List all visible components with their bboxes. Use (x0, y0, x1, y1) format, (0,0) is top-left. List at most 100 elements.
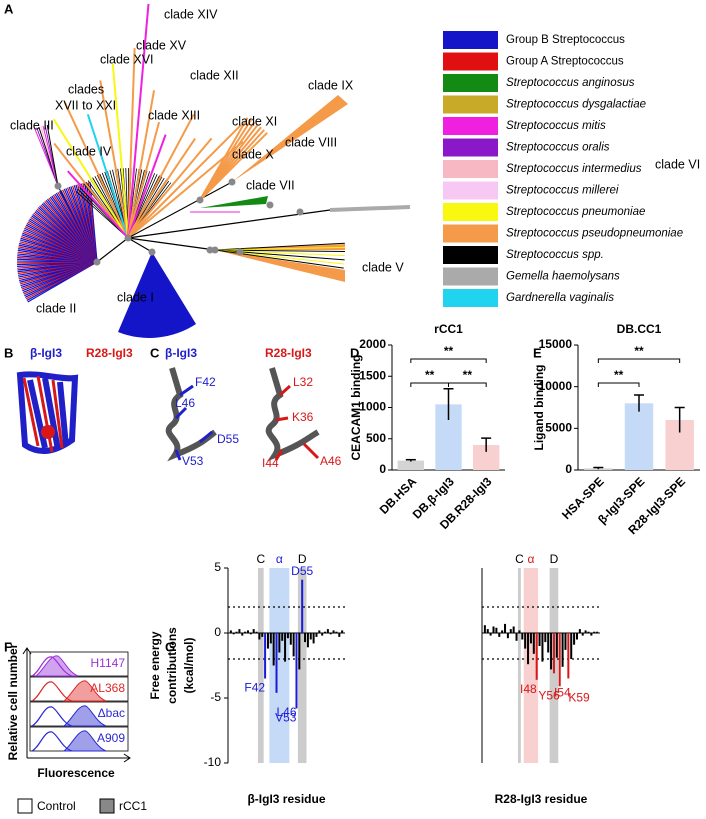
bar (326, 629, 329, 633)
significance-label: ** (463, 368, 473, 382)
clade-label: clade X (232, 147, 274, 161)
histogram-rcc1 (62, 705, 107, 727)
clade-label: clade VII (246, 178, 295, 192)
bar (309, 633, 312, 640)
histogram-control (31, 681, 73, 702)
bar (272, 633, 275, 666)
legend-swatch (443, 117, 498, 135)
node (266, 201, 274, 209)
y-tick-label: 500 (366, 431, 386, 445)
legend-swatch (443, 289, 498, 307)
residue-label: F42 (195, 375, 216, 389)
bar (575, 633, 578, 640)
bar (329, 633, 332, 635)
significance-bracket (597, 358, 681, 363)
bar (596, 631, 599, 633)
y-axis-label: CEACAM1 binding (349, 355, 363, 461)
bar (241, 633, 244, 636)
y-tick-label: 0 (565, 462, 572, 476)
residue-label: L46 (175, 396, 195, 410)
branch (214, 246, 345, 251)
legend-label: Gemella haemolysans (506, 271, 620, 283)
node (196, 196, 204, 204)
histogram-rcc1 (34, 655, 79, 677)
bar (527, 633, 530, 665)
y-tick-label: -10 (204, 755, 222, 769)
region-label: α (276, 552, 283, 566)
bar (492, 626, 495, 633)
bar (278, 633, 281, 653)
region-label: α (527, 552, 534, 566)
histogram-control (31, 656, 73, 677)
branch (75, 190, 129, 239)
legend-label: Group B Streptococcus (506, 34, 625, 46)
branch (86, 114, 129, 239)
bar (590, 633, 593, 636)
bar (341, 630, 344, 633)
y-tick-label: 0 (379, 462, 386, 476)
structure-label: β-IgI3 (165, 346, 197, 360)
node (296, 208, 304, 216)
bar (301, 579, 304, 633)
histogram-frame (29, 651, 129, 677)
significance-bracket (410, 382, 449, 387)
bar (552, 633, 555, 674)
panel-label: F (4, 639, 12, 654)
branch (127, 137, 196, 239)
bar-annotation: Y56 (538, 688, 560, 702)
bar (332, 630, 335, 633)
residue-label: K36 (292, 410, 314, 424)
significance-label: ** (614, 368, 624, 382)
strain-label: H1147 (91, 656, 126, 670)
highlight-region (297, 568, 307, 763)
clade-label: clades (68, 82, 104, 96)
node (93, 258, 101, 266)
highlight-region (269, 568, 290, 763)
flow-cytometry: Relative cell number Fluorescence Contro… (6, 643, 147, 814)
structure-b: β-IgI3 R28-IgI3 (16, 346, 133, 454)
bar (315, 633, 318, 637)
legend-swatch (443, 31, 498, 49)
branch (214, 249, 344, 269)
bar (512, 626, 515, 633)
region-label: D (550, 552, 559, 566)
branch (89, 182, 98, 263)
clade-label: clade II (36, 301, 76, 315)
highlight-region (257, 568, 264, 763)
clade-label: clade XI (232, 114, 277, 128)
bar (261, 633, 264, 637)
ribbon (27, 377, 69, 451)
panel-label: A (4, 1, 14, 16)
bar (486, 629, 489, 633)
legend-swatch (443, 246, 498, 264)
branch (214, 242, 345, 251)
phylogenetic-tree (16, 3, 411, 338)
x-axis-label: R28-IgI3 residue (495, 792, 588, 806)
strain-label: AL368 (90, 681, 125, 695)
legend-swatch (17, 798, 33, 814)
legend-label: Streptococcus pneumoniae (506, 206, 645, 218)
strain-label: Δbac (98, 706, 125, 720)
bar (338, 633, 341, 637)
histogram-rcc1 (62, 730, 107, 752)
legend-swatch (99, 798, 115, 814)
y-axis-label: contributions (165, 627, 179, 704)
node (228, 178, 236, 186)
branch (127, 124, 242, 239)
branch (99, 80, 129, 239)
significance-label: ** (444, 344, 454, 358)
node (206, 246, 214, 254)
bar (295, 633, 298, 709)
legend-swatch (443, 74, 498, 92)
residue-label: V53 (182, 454, 204, 468)
bar (489, 633, 492, 636)
branch (127, 137, 213, 239)
backbone (265, 367, 320, 462)
bar (495, 627, 498, 633)
significance-bracket (410, 358, 487, 363)
branch (127, 90, 156, 239)
node (54, 182, 62, 190)
bar (558, 633, 561, 687)
branch (127, 121, 161, 239)
clade-label: clade VI (655, 157, 700, 171)
